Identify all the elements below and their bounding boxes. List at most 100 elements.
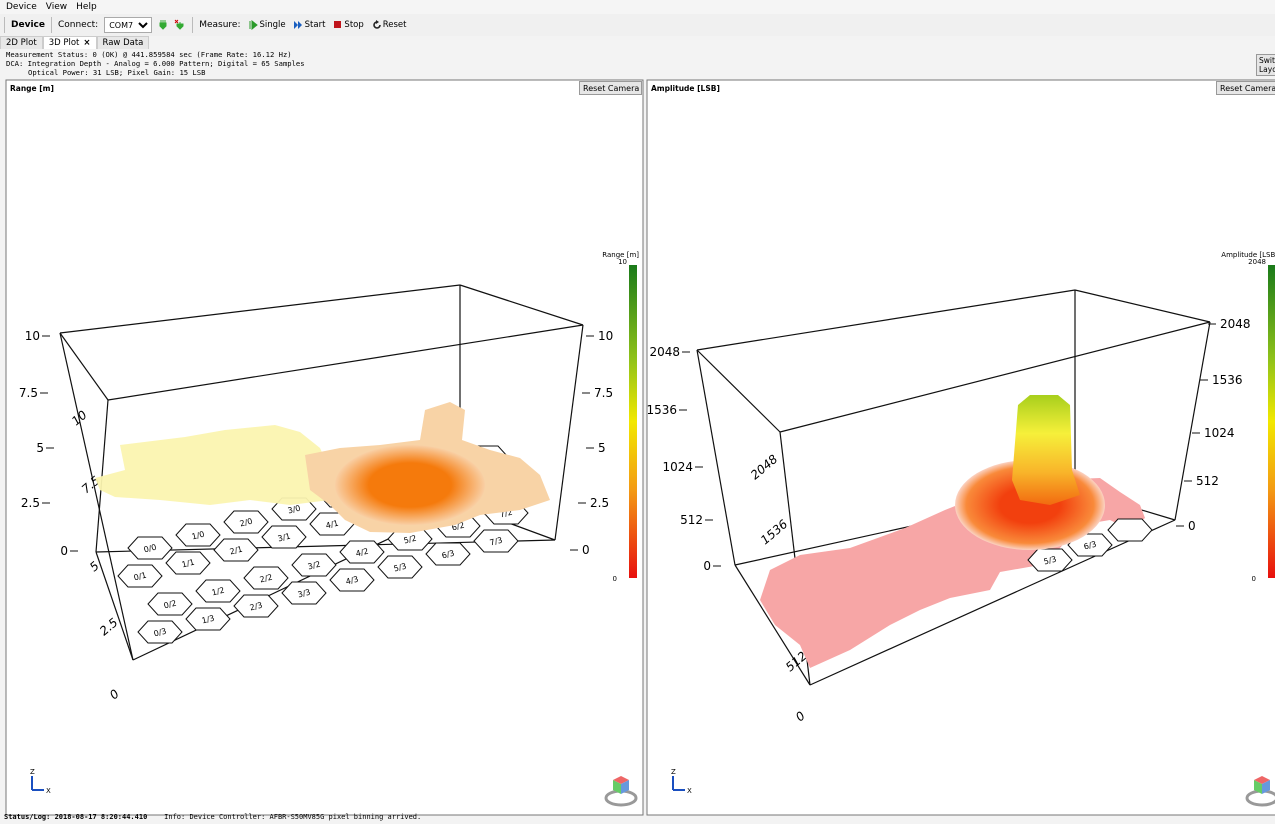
pixel-label: 4/2 <box>355 547 370 559</box>
toolbar-grip <box>4 17 5 33</box>
pixel-hexagon <box>213 538 259 562</box>
view-cube-left <box>613 780 621 794</box>
pixel-hexagon <box>223 510 269 534</box>
button-label: Stop <box>344 20 364 30</box>
surface-peak <box>1012 395 1080 505</box>
axis-tick-label: 2.5 <box>590 496 609 510</box>
axis-tick-label: 0 <box>1188 519 1196 533</box>
gizmo-z-label: Z <box>30 768 35 776</box>
tab[interactable]: 2D Plot <box>0 36 43 49</box>
axis-tick-label: 1536 <box>1212 373 1243 387</box>
pixel-label: 1/2 <box>211 586 226 598</box>
pixel-hexagon <box>473 529 519 553</box>
menu-item[interactable]: Device <box>6 2 37 12</box>
pixel-label: 0/2 <box>163 599 178 611</box>
pixel-hexagon <box>137 620 183 644</box>
axis-tick-label: 5 <box>36 441 44 455</box>
button-icon <box>293 21 302 29</box>
pixel-hexagon <box>261 525 307 549</box>
axis-tick-label: 1536 <box>646 403 677 417</box>
pixel-label: 0/0 <box>143 543 158 555</box>
gizmo-x-label: X <box>687 787 692 795</box>
left-panel <box>5 79 644 816</box>
status-line: DCA: Integration Depth - Analog = 6.000 … <box>6 59 305 68</box>
port-select[interactable]: COM7 <box>104 17 153 33</box>
box-edge <box>696 289 1076 351</box>
button-icon <box>249 20 258 30</box>
surface-peak <box>335 445 485 525</box>
axis-tick-label: 0 <box>582 543 590 557</box>
pixel-label: 6/3 <box>441 549 456 561</box>
toolbar: Device Connect: COM7 Measure: Single Star… <box>0 14 1275 36</box>
box-edge <box>107 324 584 401</box>
pixel-label: 5/2 <box>403 534 418 546</box>
pixel-hexagon <box>165 551 211 575</box>
pixel-label: 7/2 <box>499 508 514 520</box>
axis-tick-label: 10 <box>598 329 613 343</box>
pixel-label: 2/3 <box>249 601 264 613</box>
status-line: Optical Power: 31 LSB; Pixel Gain: 15 LS… <box>28 68 206 77</box>
pixel-label: 4/3 <box>345 575 360 587</box>
pixel-label: 4/1 <box>325 519 340 531</box>
menu-item[interactable]: Help <box>76 2 97 12</box>
pixel-hexagon <box>127 536 173 560</box>
reset-camera-button[interactable]: Reset Camera View <box>579 81 642 95</box>
right-panel <box>646 79 1275 816</box>
tab-strip: 2D Plot 3D Plot × Raw Data <box>0 36 150 49</box>
status-line: Measurement Status: 0 (OK) @ 441.859584 … <box>6 50 292 59</box>
axis-tick-label: 7.5 <box>594 386 613 400</box>
pixel-label: 1/0 <box>191 530 206 542</box>
log-label: Status/Log: 2018-08-17 8:20:44.410 <box>4 813 148 821</box>
colorbar-min: 0 <box>613 575 617 583</box>
tab[interactable]: Raw Data <box>96 36 150 49</box>
reset-camera-button[interactable]: Reset Camera View <box>1216 81 1275 95</box>
status-log: Status/Log: 2018-08-17 8:20:44.410 Info:… <box>4 813 421 821</box>
pixel-label: 6/2 <box>451 521 466 533</box>
pixel-label: 5/3 <box>393 562 408 574</box>
colorbar <box>629 265 637 578</box>
axis-tick-label: 7.5 <box>19 386 38 400</box>
button-icon <box>334 21 342 28</box>
menu-item[interactable]: View <box>45 2 68 12</box>
pixel-hexagon <box>1107 518 1153 542</box>
pixel-hexagon <box>377 555 423 579</box>
box-edge <box>95 399 109 553</box>
measure-button[interactable]: Reset <box>370 20 409 30</box>
view-cube-right <box>621 780 629 794</box>
colorbar-max: 2048 <box>1248 258 1266 266</box>
pixel-hexagon <box>291 553 337 577</box>
pixel-hexagon <box>329 568 375 592</box>
pixel-label: 1/1 <box>181 558 196 570</box>
pixel-hexagon <box>195 579 241 603</box>
unplug-icon[interactable] <box>174 19 186 31</box>
measure-button[interactable]: Stop <box>331 20 365 30</box>
pixel-hexagon <box>185 607 231 631</box>
pixel-hexagon <box>243 566 289 590</box>
tab[interactable]: 3D Plot × <box>42 36 97 49</box>
status-text: Measurement Status: 0 (OK) @ 441.859584 … <box>6 50 305 77</box>
separator <box>192 17 194 33</box>
measure-button[interactable]: Single <box>247 20 288 30</box>
axis-tick-label: 2048 <box>649 345 680 359</box>
pixel-hexagon <box>339 540 385 564</box>
button-label: Single <box>259 20 286 30</box>
box-edge <box>1174 321 1211 521</box>
pixel-label: 1/3 <box>201 614 216 626</box>
view-cube-right <box>1262 780 1270 794</box>
switch-layout-button[interactable]: Switch Layout <box>1256 54 1275 76</box>
measure-buttons: Single Start Stop Reset <box>247 20 409 30</box>
axis-tick-label: 2.5 <box>21 496 40 510</box>
plug-icon[interactable] <box>158 19 168 31</box>
device-label: Device <box>11 20 45 30</box>
pixel-label: 0/3 <box>153 627 168 639</box>
measure-button[interactable]: Start <box>292 20 328 30</box>
tab-close[interactable]: × <box>83 38 91 48</box>
colorbar-title: Range [m] <box>602 251 639 259</box>
pixel-label: 3/2 <box>307 560 322 572</box>
view-cube-left <box>1254 780 1262 794</box>
axis-tick-label: 1024 <box>1204 426 1235 440</box>
pixel-label: 3/3 <box>297 588 312 600</box>
pixel-hexagon <box>147 592 193 616</box>
